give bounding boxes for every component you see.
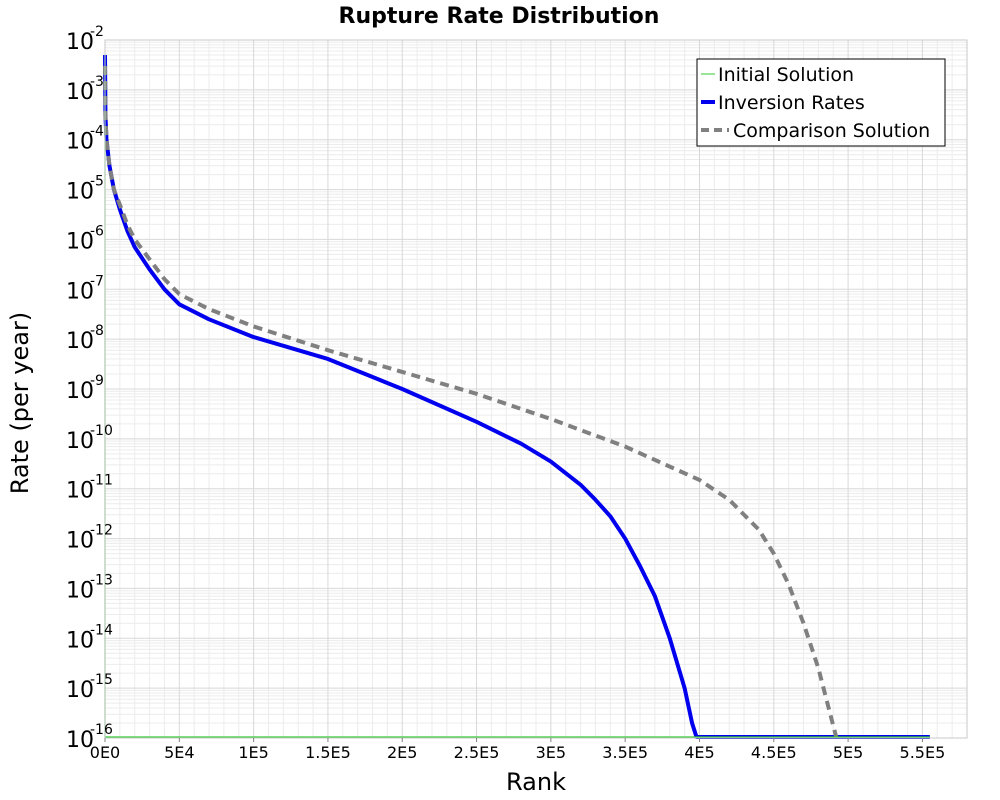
legend: Initial Solution Inversion Rates Compari… [696,58,946,147]
y-tick: 10-8 [66,323,104,354]
y-tick-base: 10 [66,229,94,254]
x-tick-label: 2E5 [387,743,417,762]
x-axis-ticks: 0E0 5E4 1E5 1.5E5 2E5 2.5E5 3E5 3.5E5 4E5 4.5E5 5E… [90,738,946,762]
y-tick-exponent: -5 [90,174,104,190]
y-tick-base: 10 [66,329,94,354]
y-tick: 10-14 [66,622,113,653]
y-axis-ticks: 10-210-310-410-510-610-710-810-910-1010-… [66,24,113,753]
y-tick-base: 10 [66,279,94,304]
y-tick-base: 10 [66,130,94,155]
plot-border [104,39,968,739]
legend-item-comparison-solution: Comparison Solution [701,120,930,142]
y-tick-base: 10 [66,728,94,753]
y-tick: 10-5 [66,174,104,205]
y-tick: 10-7 [66,273,104,304]
y-tick: 10-13 [66,572,113,603]
x-axis-title: Rank [506,768,566,796]
series-comparison-solution [103,66,839,738]
y-tick-exponent: -7 [90,273,104,289]
y-tick-exponent: -9 [90,373,104,389]
y-tick-base: 10 [66,80,94,105]
y-tick-base: 10 [66,30,94,55]
y-tick: 10-11 [66,473,113,504]
y-tick-exponent: -13 [90,572,113,588]
y-tick: 10-15 [66,672,113,703]
y-tick-base: 10 [66,628,94,653]
y-tick-exponent: -12 [90,523,113,539]
y-tick-exponent: -15 [90,672,113,688]
y-tick-exponent: -16 [90,722,113,738]
x-tick-label: 5.5E5 [900,743,946,762]
y-tick-base: 10 [66,180,94,205]
y-tick-exponent: -11 [90,473,113,489]
y-tick-base: 10 [66,529,94,554]
y-tick-base: 10 [66,429,94,454]
legend-item-initial-solution: Initial Solution [701,64,854,86]
x-tick-label: 1.5E5 [305,743,351,762]
y-axis-title: Rate (per year) [6,312,34,494]
y-tick-base: 10 [66,379,94,404]
x-tick-label: 5E5 [833,743,863,762]
y-tick-exponent: -6 [90,223,104,239]
y-tick: 10-12 [66,523,113,554]
x-tick-label: 3E5 [536,743,566,762]
y-tick: 10-10 [66,423,113,454]
y-tick-exponent: -4 [90,124,104,140]
y-tick-base: 10 [66,678,94,703]
x-tick-label: 0E0 [90,743,120,762]
legend-label-initial-solution: Initial Solution [718,64,854,86]
y-tick: 10-9 [66,373,104,404]
x-tick-label: 3.5E5 [602,743,648,762]
y-tick: 10-3 [66,74,104,105]
plot-area [103,39,968,739]
y-tick-exponent: -8 [90,323,104,339]
x-tick-label: 4.5E5 [751,743,797,762]
y-tick: 10-16 [66,722,113,753]
y-tick-exponent: -2 [90,24,104,40]
legend-box [696,58,946,147]
y-tick: 10-6 [66,223,104,254]
chart-title: Rupture Rate Distribution [339,4,660,29]
x-tick-label: 1E5 [238,743,268,762]
x-tick-label: 4E5 [684,743,714,762]
y-tick: 10-2 [66,24,104,55]
legend-item-inversion-rates: Inversion Rates [701,92,865,114]
y-tick-base: 10 [66,578,94,603]
x-tick-label: 5E4 [164,743,194,762]
y-tick-base: 10 [66,479,94,504]
y-tick-exponent: -10 [90,423,113,439]
y-tick-exponent: -3 [90,74,104,90]
y-tick: 10-4 [66,124,104,155]
legend-label-inversion-rates: Inversion Rates [718,92,865,114]
x-tick-label: 2.5E5 [454,743,500,762]
legend-label-comparison-solution: Comparison Solution [733,120,930,142]
y-tick-exponent: -14 [90,622,113,638]
